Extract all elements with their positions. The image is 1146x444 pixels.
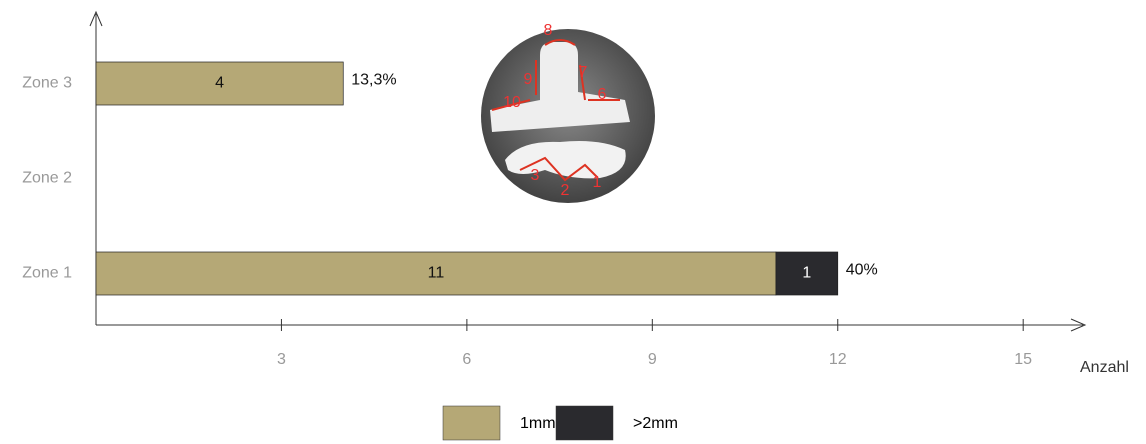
x-tick-label: 3 [277,351,286,368]
inset-image [481,29,655,203]
legend-swatch [442,405,501,441]
legend-label: 1mm [520,415,556,432]
x-axis-label: Anzahl [1080,359,1129,376]
bar [95,61,344,106]
legend-swatch [555,405,614,441]
y-axis-arrow [89,10,103,27]
inset-label: 10 [503,94,521,111]
inset-label: 1 [593,174,602,191]
inset-label: 3 [531,167,540,184]
inset-label: 9 [524,71,533,88]
bar-value-label: 1 [802,265,811,282]
legend-label: >2mm [633,415,678,432]
y-tick-label: Zone 2 [22,170,72,187]
y-tick-label: Zone 1 [22,265,72,282]
bar-value-label: 4 [215,75,224,92]
x-tick-label: 15 [1014,351,1032,368]
inset-label: 8 [544,22,553,39]
inset-label: 7 [579,64,588,81]
x-axis-arrow [1070,318,1087,332]
bar-annotation: 13,3% [351,72,396,89]
y-tick-label: Zone 3 [22,75,72,92]
x-tick-label: 12 [829,351,847,368]
bar [95,251,777,296]
bar-annotation: 40% [846,262,878,279]
inset-label: 6 [598,86,607,103]
bar-value-label: 11 [428,265,445,282]
inset-label: 2 [561,182,570,199]
x-tick-label: 9 [648,351,657,368]
bar [775,251,839,296]
x-tick-label: 6 [462,351,471,368]
